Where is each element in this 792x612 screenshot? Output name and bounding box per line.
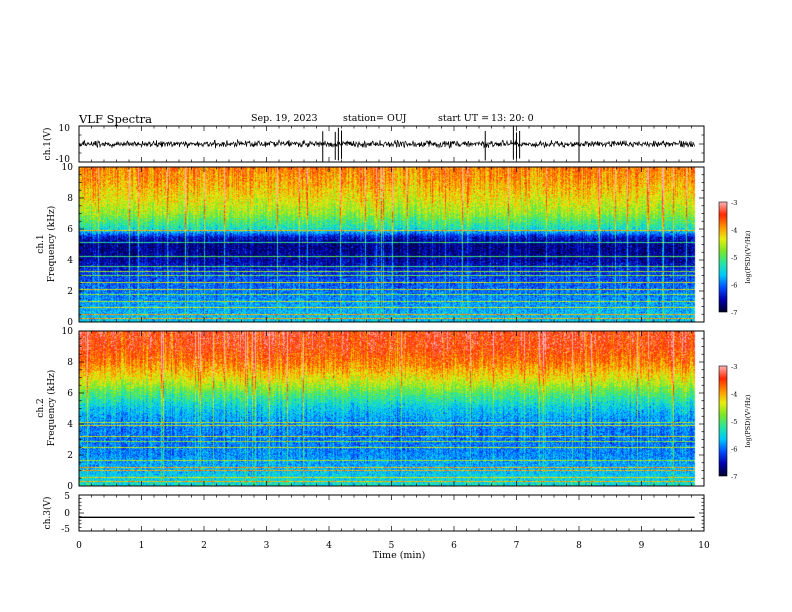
- ch3-ytick-top: 5: [64, 492, 70, 502]
- frequency-tick-label: 0: [67, 482, 73, 492]
- colorbar-tick-label: -5: [731, 418, 737, 426]
- time-tick-label: 3: [264, 541, 270, 551]
- frequency-tick-label: 2: [67, 287, 73, 297]
- ch1-waveform-panel: 10 -10 ch.1(V): [42, 124, 705, 165]
- ch3-ytick-bottom: -5: [61, 525, 70, 535]
- colorbar-tick-label: -4: [731, 391, 737, 399]
- colorbar-tick-label: -4: [731, 227, 737, 235]
- start-ut-label: start UT =: [438, 113, 490, 124]
- ch1-ytick-top: 10: [59, 124, 71, 134]
- time-tick-label: 9: [639, 541, 645, 551]
- ch3-ytick-middle: 0: [64, 509, 70, 519]
- ch1-spectrogram-ticks: [78, 166, 705, 323]
- start-ut-time: 13: 20: 0: [491, 113, 534, 124]
- ch1-waveform-trace: [78, 139, 695, 150]
- time-axis-label: Time (min): [373, 550, 426, 561]
- ch2-colorbar-label: log(PSD)(V²/Hz): [744, 394, 752, 447]
- colorbar-tick-label: -5: [731, 254, 737, 262]
- time-tick-label: 7: [514, 541, 520, 551]
- frequency-tick-label: 0: [67, 318, 73, 328]
- ch1-waveform-spikes: [322, 126, 580, 162]
- ch2-colorbar: [719, 366, 727, 476]
- frequency-tick-label: 6: [67, 389, 73, 399]
- ch1-waveform-ticks: [78, 125, 705, 163]
- ch1-colorbar-label: log(PSD)(V²/Hz): [744, 230, 752, 283]
- time-tick-label: 10: [698, 541, 710, 551]
- ch2-spectrogram-ticks: [78, 330, 705, 487]
- ch3-waveform-ylabel: ch.3(V): [42, 497, 53, 530]
- figure-title: VLF Spectra: [79, 112, 153, 126]
- time-tick-label: 0: [76, 541, 82, 551]
- time-tick-label: 4: [326, 541, 332, 551]
- station-label: station= OUJ: [343, 113, 407, 124]
- ch1-waveform-ylabel: ch.1(V): [42, 128, 53, 161]
- ch2-colorbar-tick-labels: -3 -4 -5 -6 -7: [731, 363, 737, 481]
- time-tick-label: 6: [451, 541, 457, 551]
- frequency-tick-label: 2: [67, 451, 73, 461]
- ch1-colorbar: [719, 202, 727, 312]
- time-tick-label: 8: [576, 541, 582, 551]
- ch1-spectrogram-ylabel-channel: ch.1: [36, 234, 46, 253]
- frequency-tick-label: 8: [67, 194, 73, 204]
- ch3-waveform-ticks: [78, 494, 705, 532]
- time-tick-label: 5: [389, 541, 395, 551]
- ch1-colorbar-frame: [718, 201, 728, 313]
- date-label: Sep. 19, 2023: [251, 113, 318, 124]
- frequency-tick-label: 4: [67, 420, 73, 430]
- frequency-tick-label: 4: [67, 256, 73, 266]
- frequency-tick-label: 8: [67, 358, 73, 368]
- ch3-waveform-frame: [78, 494, 705, 532]
- frequency-tick-label: 6: [67, 225, 73, 235]
- colorbar-tick-label: -7: [731, 309, 737, 317]
- ch2-spectrogram-ylabel-channel: ch.2: [36, 398, 46, 417]
- colorbar-tick-label: -7: [731, 473, 737, 481]
- ch3-waveform-panel: 5 0 -5 ch.3(V): [42, 492, 705, 535]
- ch1-spectrogram-ytick-labels: 0 2 4 6 8 10: [62, 163, 74, 328]
- colorbar-tick-label: -6: [731, 282, 737, 290]
- ch1-ytick-bottom: -10: [56, 155, 71, 165]
- colorbar-tick-label: -3: [731, 199, 737, 207]
- ch1-spectrogram-image: [79, 167, 704, 322]
- time-axis-tick-labels: 0 1 2 3 4 5 6 7 8 9 10: [76, 541, 710, 551]
- colorbar-tick-label: -6: [731, 446, 737, 454]
- ch2-spectrogram-ylabel-frequency: Frequency (kHz): [46, 370, 57, 447]
- frequency-tick-label: 10: [62, 327, 74, 337]
- ch1-spectrogram-ylabel-frequency: Frequency (kHz): [46, 206, 57, 283]
- frequency-tick-label: 10: [62, 163, 74, 173]
- time-tick-label: 1: [139, 541, 145, 551]
- ch2-spectrogram-ytick-labels: 0 2 4 6 8 10: [62, 327, 74, 492]
- ch1-colorbar-tick-labels: -3 -4 -5 -6 -7: [731, 199, 737, 317]
- time-tick-label: 2: [201, 541, 207, 551]
- colorbar-tick-label: -3: [731, 363, 737, 371]
- ch2-spectrogram-image: [79, 331, 704, 486]
- ch2-colorbar-frame: [718, 365, 728, 477]
